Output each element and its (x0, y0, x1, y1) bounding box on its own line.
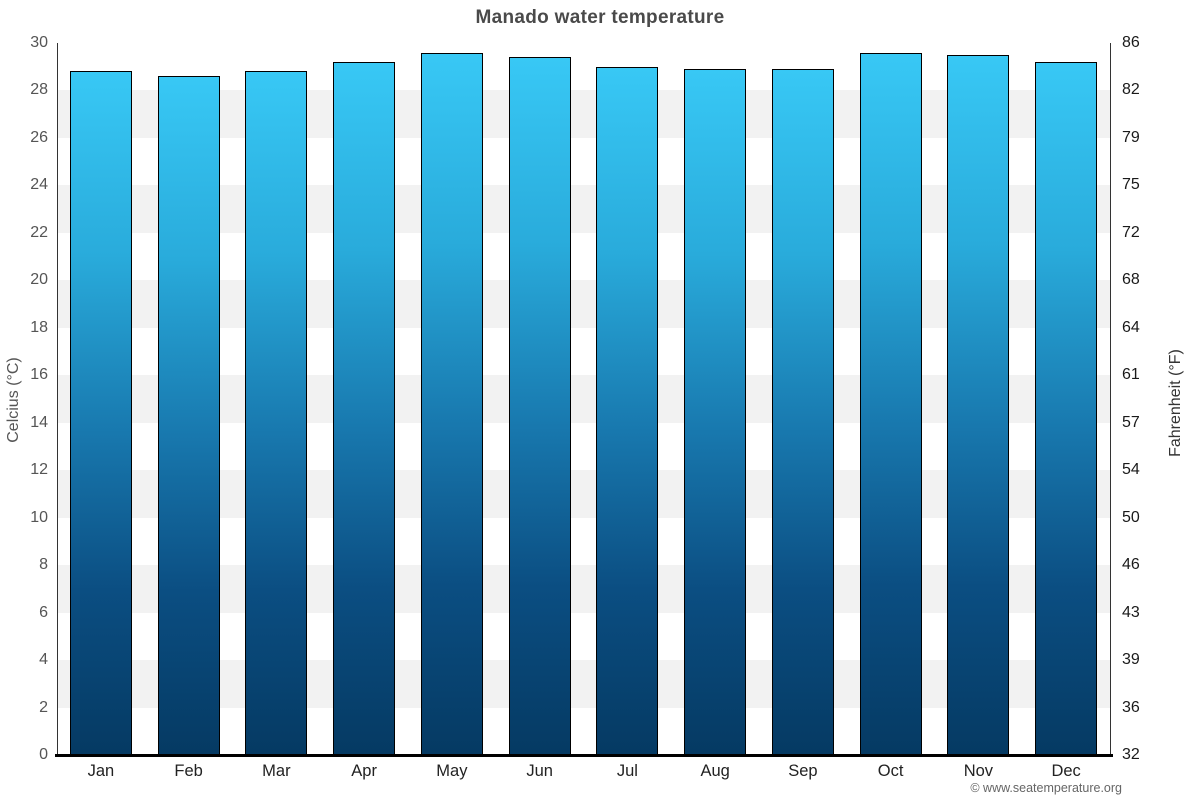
grid-band (57, 327, 1110, 376)
x-tick-jun: Jun (526, 762, 553, 780)
y-tick-fahrenheit: 50 (1122, 508, 1140, 526)
x-tick-sep: Sep (788, 762, 818, 780)
y-tick-fahrenheit: 61 (1122, 366, 1140, 384)
grid-band (57, 375, 1110, 423)
x-tick-jan: Jan (87, 762, 115, 780)
grid-band (57, 565, 1110, 613)
fahrenheit-axis-title: Fahrenheit (°F) (1167, 349, 1184, 457)
bar-aug (684, 69, 747, 755)
grid-band (57, 707, 1110, 755)
y-tick-celsius: 10 (30, 508, 48, 526)
y-tick-celsius: 8 (39, 556, 48, 574)
y-tick-celsius: 12 (30, 461, 48, 479)
y-tick-celsius: 24 (30, 176, 48, 194)
celsius-axis-title: Celcius (°C) (5, 357, 22, 443)
grid-band (57, 185, 1110, 233)
y-tick-celsius: 14 (30, 413, 48, 431)
x-tick-dec: Dec (1051, 762, 1081, 780)
y-tick-celsius: 20 (30, 271, 48, 289)
bar-feb (157, 76, 220, 755)
bar-jul (596, 66, 659, 755)
y-tick-fahrenheit: 54 (1122, 461, 1140, 479)
x-tick-jul: Jul (616, 762, 638, 780)
grid-band (57, 232, 1110, 281)
chart-title: Manado water temperature (475, 7, 725, 28)
grid-band (57, 422, 1110, 471)
y-tick-celsius: 26 (30, 128, 48, 146)
x-tick-may: May (436, 762, 468, 780)
y-tick-fahrenheit: 36 (1122, 698, 1140, 716)
bar-mar (245, 71, 308, 755)
grid-band (57, 612, 1110, 661)
y-tick-fahrenheit: 75 (1122, 176, 1140, 194)
y-tick-fahrenheit: 46 (1122, 556, 1140, 574)
bar-may (420, 52, 483, 755)
bar-nov (947, 54, 1010, 755)
y-tick-celsius: 4 (39, 651, 48, 669)
y-tick-celsius: 30 (30, 34, 48, 51)
bar-dec (1035, 62, 1098, 755)
bar-jun (508, 57, 571, 755)
x-tick-nov: Nov (963, 762, 994, 780)
x-tick-aug: Aug (700, 762, 730, 780)
y-tick-celsius: 18 (30, 318, 48, 336)
bar-oct (859, 52, 922, 755)
y-tick-fahrenheit: 39 (1122, 651, 1140, 669)
grid-band (57, 660, 1110, 708)
bar-jan (69, 71, 132, 755)
x-tick-apr: Apr (351, 762, 377, 780)
y-tick-celsius: 2 (39, 698, 48, 716)
grid-band (57, 90, 1110, 138)
y-tick-celsius: 0 (39, 746, 48, 763)
y-tick-fahrenheit: 57 (1122, 413, 1140, 431)
y-tick-fahrenheit: 79 (1122, 128, 1140, 146)
grid-band (57, 280, 1110, 328)
y-axis-line-right (1110, 43, 1111, 755)
x-tick-oct: Oct (877, 762, 904, 780)
attribution-link[interactable]: © www.seatemperature.org (970, 781, 1122, 795)
grid-band (57, 470, 1110, 518)
y-tick-fahrenheit: 86 (1122, 34, 1140, 51)
y-axis-line-left (57, 43, 58, 755)
y-tick-celsius: 16 (30, 366, 48, 384)
bar-apr (333, 62, 396, 755)
y-tick-celsius: 28 (30, 81, 48, 99)
y-tick-fahrenheit: 72 (1122, 223, 1140, 241)
y-tick-fahrenheit: 32 (1122, 746, 1140, 763)
bar-sep (771, 69, 834, 755)
x-tick-feb: Feb (174, 762, 203, 780)
grid-band (57, 137, 1110, 186)
grid-band (57, 43, 1110, 91)
plot-area (57, 43, 1110, 755)
y-tick-fahrenheit: 64 (1122, 318, 1140, 336)
x-tick-mar: Mar (262, 762, 291, 780)
y-tick-celsius: 6 (39, 603, 48, 621)
x-axis-baseline (55, 754, 1113, 757)
grid-band (57, 517, 1110, 566)
y-tick-fahrenheit: 43 (1122, 603, 1140, 621)
y-tick-fahrenheit: 82 (1122, 81, 1140, 99)
y-tick-celsius: 22 (30, 223, 48, 241)
y-tick-fahrenheit: 68 (1122, 271, 1140, 289)
